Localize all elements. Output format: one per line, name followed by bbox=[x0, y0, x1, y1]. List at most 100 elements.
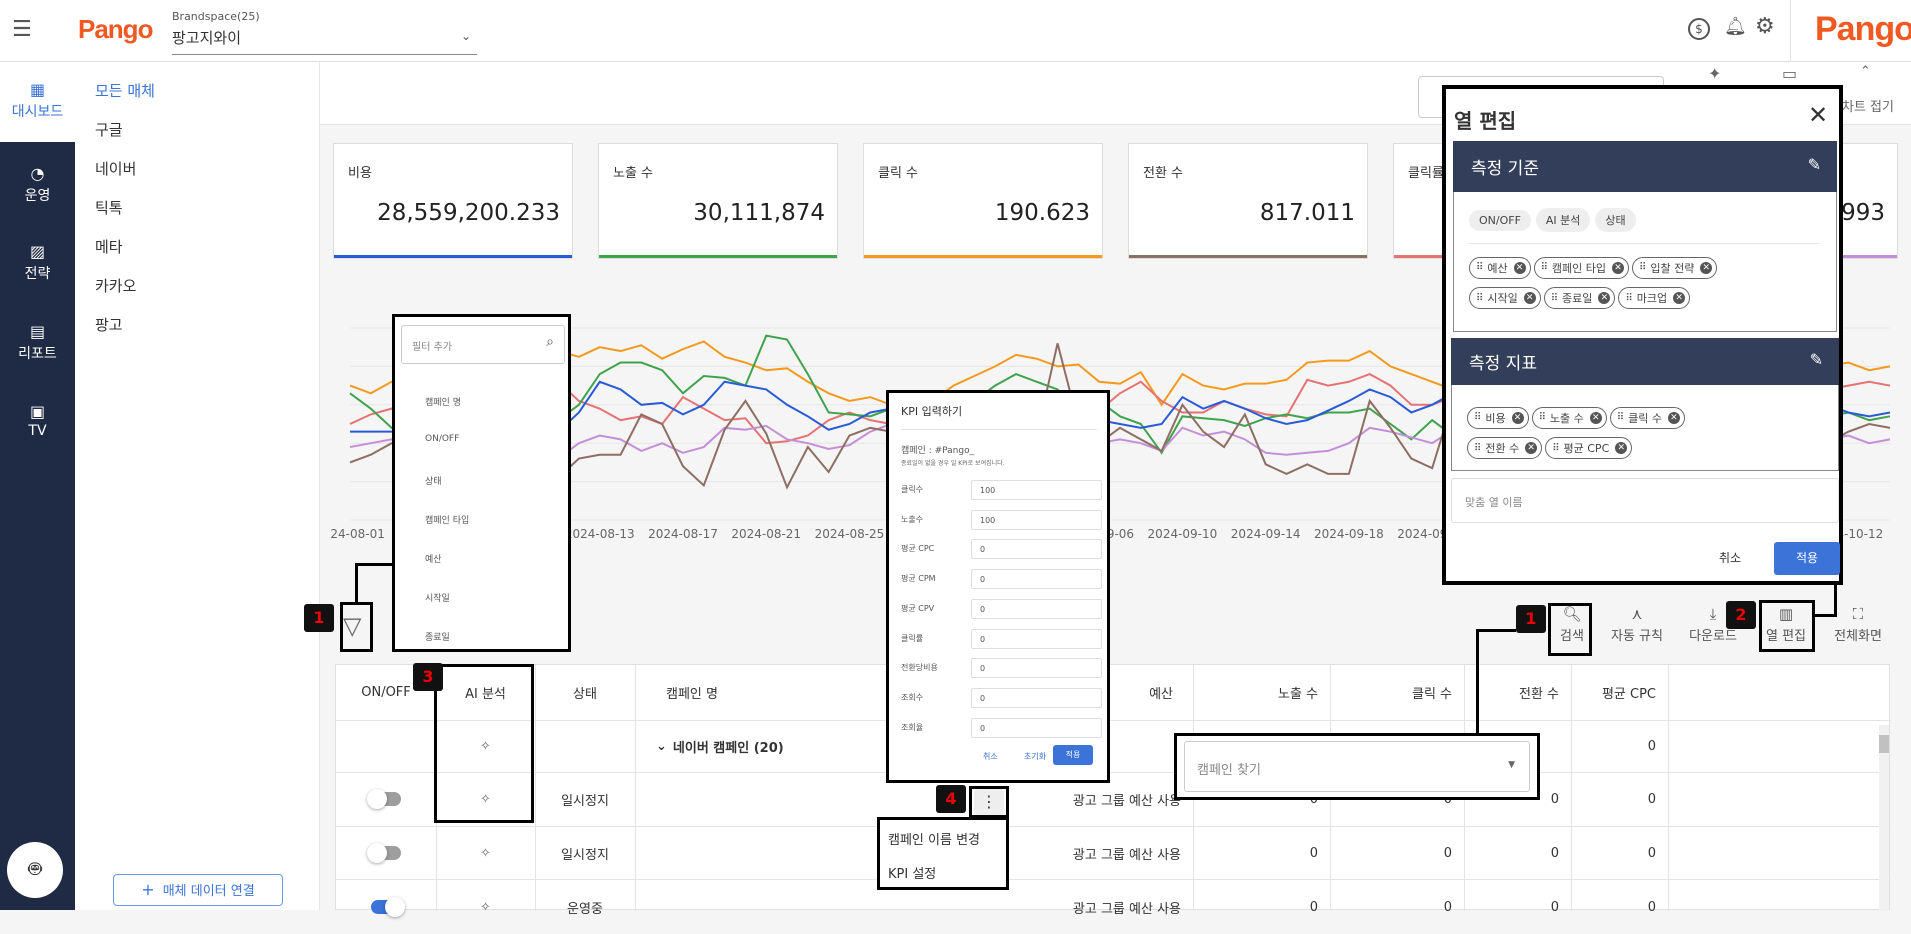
kpi-field-input[interactable]: 100 bbox=[971, 509, 1102, 530]
kpi-field-input[interactable]: 100 bbox=[971, 480, 1102, 500]
filter-option[interactable]: 예산 bbox=[425, 555, 442, 565]
fullscreen-button[interactable]: ⛶ 전체화면 bbox=[1828, 605, 1888, 644]
column-chip[interactable]: ⠿ 입찰 전략 ✕ bbox=[1632, 256, 1718, 279]
drag-handle-icon[interactable]: ⠿ bbox=[1552, 442, 1559, 454]
rail-item-strategy[interactable]: ▨ 전략 bbox=[0, 242, 75, 283]
column-chip[interactable]: ⠿ 종료일 ✕ bbox=[1543, 287, 1616, 309]
column-chip[interactable]: ⠿ 비용 ✕ bbox=[1467, 406, 1529, 429]
kpi-field-input[interactable]: 0 bbox=[971, 658, 1102, 679]
column-chip[interactable]: ⠿ 노출 수 ✕ bbox=[1531, 406, 1607, 429]
close-icon[interactable]: ✕ bbox=[1808, 101, 1829, 129]
kpi-cancel-button[interactable]: 취소 bbox=[983, 752, 998, 761]
header-campaign-name[interactable]: 캠페인 명 bbox=[666, 687, 718, 702]
kpi-apply-button[interactable]: 적용 bbox=[1053, 745, 1093, 765]
grid-icon[interactable]: ▭ bbox=[1782, 64, 1798, 83]
remove-chip-icon[interactable]: ✕ bbox=[1615, 442, 1628, 454]
kpi-card[interactable]: 비용 28,559,200.233 bbox=[333, 143, 573, 259]
filter-button[interactable]: ▽ bbox=[343, 612, 362, 640]
edit-columns-button[interactable]: ▥ 열 편집 bbox=[1762, 605, 1810, 644]
rail-item-operation[interactable]: ◔ 운영 bbox=[0, 164, 75, 205]
rail-item-dashboard[interactable]: ▦ 대시보드 bbox=[0, 62, 75, 142]
remove-chip-icon[interactable]: ✕ bbox=[1612, 261, 1625, 274]
modal-apply-button[interactable]: 적용 bbox=[1774, 542, 1840, 575]
download-button[interactable]: ⤓ 다운로드 bbox=[1684, 605, 1742, 644]
submenu-item-kakao[interactable]: 카카오 bbox=[95, 277, 137, 295]
header-onoff[interactable]: ON/OFF bbox=[361, 685, 411, 700]
gear-icon[interactable]: ⚙ bbox=[1755, 14, 1775, 39]
header-impressions[interactable]: 노출 수 bbox=[1277, 687, 1318, 702]
drag-handle-icon[interactable]: ⠿ bbox=[1625, 292, 1632, 304]
chatbot-avatar[interactable]: 🤖︎ bbox=[7, 842, 63, 898]
submenu-item-all[interactable]: 모든 매체 bbox=[95, 82, 155, 100]
kpi-field-input[interactable]: 0 bbox=[971, 717, 1102, 738]
group-row-toggle[interactable]: ⌄ 네이버 캠페인 (20) bbox=[656, 720, 784, 772]
auto-rule-button[interactable]: ⋏ 자동 규칙 bbox=[1606, 605, 1668, 644]
onoff-toggle[interactable] bbox=[367, 843, 401, 863]
drag-handle-icon[interactable]: ⠿ bbox=[1538, 412, 1546, 423]
modal-cancel-button[interactable]: 취소 bbox=[1719, 551, 1742, 565]
connect-media-button[interactable]: + 매체 데이터 연결 bbox=[113, 874, 283, 906]
menu-item-kpi[interactable]: KPI 설정 bbox=[888, 867, 937, 882]
scrollbar[interactable] bbox=[1879, 725, 1889, 911]
collapse-chart-label[interactable]: 차트 접기 bbox=[1842, 100, 1894, 115]
submenu-item-naver[interactable]: 네이버 bbox=[95, 160, 137, 178]
pencil-icon[interactable]: ✎ bbox=[1807, 155, 1821, 174]
header-budget[interactable]: 예산 bbox=[1149, 687, 1173, 702]
submenu-item-meta[interactable]: 메타 bbox=[95, 238, 123, 256]
ai-sparkle-icon[interactable]: ✧ bbox=[480, 845, 491, 861]
filter-option[interactable]: 상태 bbox=[425, 477, 442, 487]
remove-chip-icon[interactable]: ✕ bbox=[1513, 261, 1526, 274]
onoff-toggle[interactable] bbox=[371, 897, 405, 917]
brand-select[interactable]: 팡고지와이 ⌄ bbox=[172, 27, 477, 55]
filter-option[interactable]: ON/OFF bbox=[425, 434, 460, 444]
remove-chip-icon[interactable]: ✕ bbox=[1598, 292, 1611, 304]
pencil-icon[interactable]: ✎ bbox=[1809, 350, 1823, 369]
collapse-icon[interactable]: ⌃ bbox=[1860, 64, 1871, 79]
column-chip[interactable]: ⠿ 클릭 수 ✕ bbox=[1609, 406, 1685, 429]
sparkle-icon[interactable]: ✦ bbox=[1708, 64, 1722, 83]
submenu-item-google[interactable]: 구글 bbox=[95, 121, 123, 139]
drag-handle-icon[interactable]: ⠿ bbox=[1550, 292, 1558, 304]
column-chip[interactable]: ⠿ 전환 수 ✕ bbox=[1467, 437, 1543, 459]
kpi-reset-button[interactable]: 초기화 bbox=[1024, 752, 1047, 761]
kpi-field-input[interactable]: 0 bbox=[971, 628, 1102, 649]
drag-handle-icon[interactable]: ⠿ bbox=[1476, 292, 1483, 304]
filter-option[interactable]: 시작일 bbox=[425, 594, 450, 604]
remove-chip-icon[interactable]: ✕ bbox=[1525, 442, 1538, 454]
drag-handle-icon[interactable]: ⠿ bbox=[1474, 412, 1481, 423]
kpi-field-input[interactable]: 0 bbox=[971, 598, 1102, 619]
remove-chip-icon[interactable]: ✕ bbox=[1700, 261, 1713, 274]
kpi-card[interactable]: 전환 수 817.011 bbox=[1128, 143, 1368, 259]
custom-column-name-input[interactable]: 맞춤 열 이름 bbox=[1451, 478, 1839, 523]
filter-option[interactable]: 캠페인 타입 bbox=[425, 516, 470, 526]
drag-handle-icon[interactable]: ⠿ bbox=[1540, 262, 1548, 273]
filter-search-input[interactable]: 필터 추가 ⌕ bbox=[401, 325, 565, 364]
submenu-item-pango[interactable]: 팡고 bbox=[95, 316, 123, 334]
ai-sparkle-icon[interactable]: ✧ bbox=[480, 791, 491, 807]
remove-chip-icon[interactable]: ✕ bbox=[1673, 292, 1686, 304]
submenu-item-tiktok[interactable]: 틱톡 bbox=[95, 199, 123, 217]
header-ai[interactable]: AI 분석 bbox=[465, 687, 506, 702]
kpi-field-input[interactable]: 0 bbox=[971, 539, 1102, 560]
menu-icon[interactable]: ☰ bbox=[12, 17, 32, 42]
remove-chip-icon[interactable]: ✕ bbox=[1667, 411, 1680, 424]
column-chip[interactable]: ⠿ 예산 ✕ bbox=[1469, 256, 1531, 279]
remove-chip-icon[interactable]: ✕ bbox=[1523, 292, 1536, 304]
filter-option[interactable]: 종료일 bbox=[425, 633, 450, 643]
column-chip[interactable]: ⠿ 시작일 ✕ bbox=[1469, 287, 1541, 309]
ai-sparkle-icon[interactable]: ✧ bbox=[480, 899, 491, 915]
header-clicks[interactable]: 클릭 수 bbox=[1411, 687, 1452, 702]
drag-handle-icon[interactable]: ⠿ bbox=[1616, 412, 1624, 423]
bell-icon[interactable]: 🔔︎ bbox=[1724, 16, 1747, 37]
onoff-toggle[interactable] bbox=[367, 789, 401, 809]
dollar-icon[interactable]: $ bbox=[1688, 18, 1710, 40]
kpi-card[interactable]: 클릭 수 190.623 bbox=[863, 143, 1103, 259]
menu-item-rename[interactable]: 캠페인 이름 변경 bbox=[888, 833, 980, 848]
campaign-search-select[interactable]: 캠페인 찾기 ▼ bbox=[1184, 741, 1530, 792]
row-more-button[interactable]: ⋮ bbox=[974, 789, 1004, 815]
rail-item-tv[interactable]: ▣ TV bbox=[0, 402, 75, 439]
filter-option[interactable]: 캠페인 명 bbox=[425, 398, 461, 408]
kpi-field-input[interactable]: 0 bbox=[971, 569, 1102, 590]
column-chip[interactable]: ⠿ 캠페인 타입 ✕ bbox=[1533, 256, 1630, 279]
ai-sparkle-icon[interactable]: ✧ bbox=[480, 738, 491, 754]
